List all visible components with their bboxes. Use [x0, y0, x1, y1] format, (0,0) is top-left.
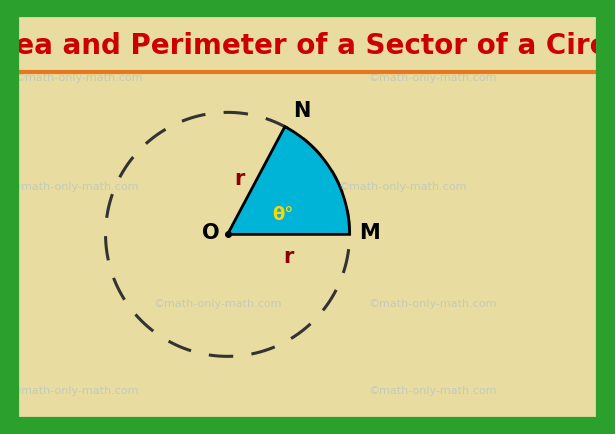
Text: O: O [202, 224, 220, 243]
Text: ©math-only-math.com: ©math-only-math.com [10, 385, 138, 396]
Text: M: M [360, 224, 380, 243]
Text: r: r [284, 247, 294, 267]
Text: ©math-only-math.com: ©math-only-math.com [338, 181, 467, 192]
Text: ©math-only-math.com: ©math-only-math.com [154, 299, 282, 309]
Text: ©math-only-math.com: ©math-only-math.com [369, 299, 498, 309]
Text: N: N [293, 101, 310, 121]
Text: θ°: θ° [272, 206, 293, 224]
Text: ©math-only-math.com: ©math-only-math.com [10, 181, 138, 192]
Text: ©math-only-math.com: ©math-only-math.com [369, 385, 498, 396]
Polygon shape [228, 127, 349, 234]
Text: r: r [234, 168, 244, 188]
Text: Area and Perimeter of a Sector of a Circle: Area and Perimeter of a Sector of a Circ… [0, 32, 615, 59]
Text: ©math-only-math.com: ©math-only-math.com [369, 73, 498, 83]
Text: ©math-only-math.com: ©math-only-math.com [15, 73, 143, 83]
